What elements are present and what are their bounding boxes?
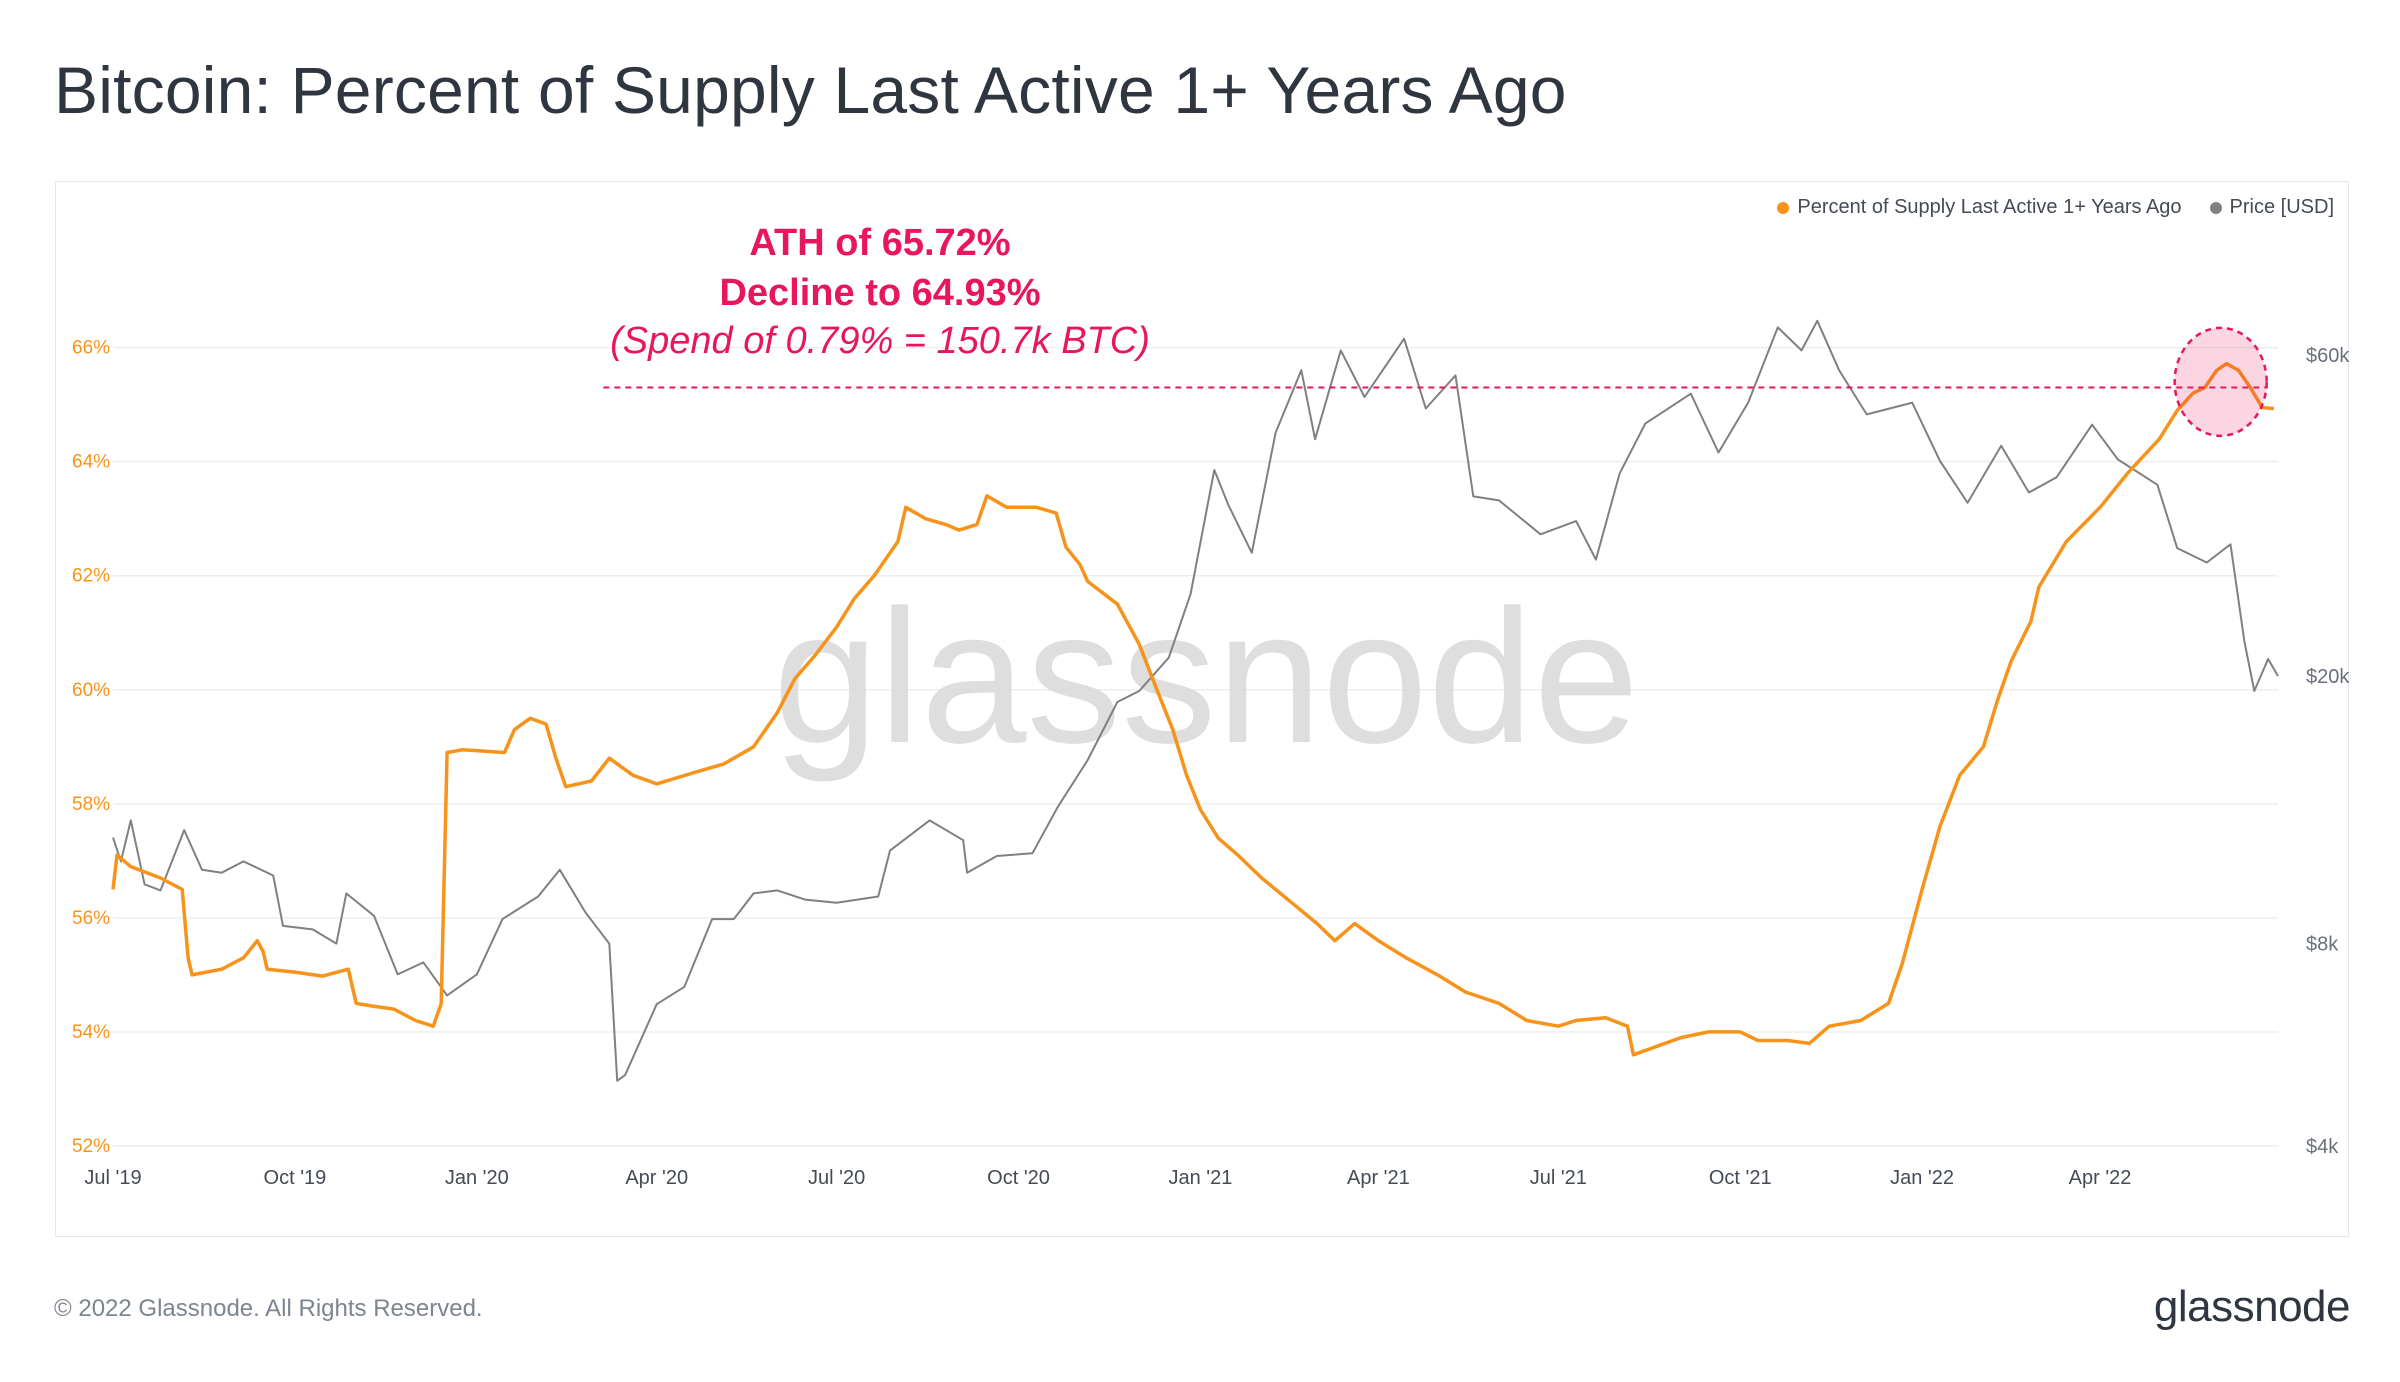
page-title: Bitcoin: Percent of Supply Last Active 1… <box>54 53 1567 127</box>
y-left-tick-label: 52% <box>72 1136 110 1157</box>
watermark: glassnode <box>773 571 1639 783</box>
y-left-tick-label: 62% <box>72 566 110 587</box>
glassnode-logo: glassnode <box>2153 1282 2351 1331</box>
legend-label-price: Price [USD] <box>2229 196 2334 218</box>
y-left-tick-label: 60% <box>72 680 110 701</box>
annotation-spend: (Spend of 0.79% = 150.7k BTC) <box>610 320 1150 362</box>
y-right-tick-label: $4k <box>2306 1136 2339 1158</box>
x-tick-label: Oct '19 <box>264 1167 327 1189</box>
annotation-decline: Decline to 64.93% <box>719 272 1041 314</box>
x-tick-label: Apr '22 <box>2069 1167 2132 1189</box>
chart-frame: 52% 54% 56% 58% 60% 62% 64% 66% $4k $8k $20k $60k Ju… <box>55 181 2350 1237</box>
legend-item-price[interactable]: Price [USD] <box>2209 196 2334 219</box>
x-tick-label: Jan '20 <box>445 1167 509 1189</box>
price-series-line <box>112 319 2279 1082</box>
y-right-tick-label: $8k <box>2306 934 2339 956</box>
legend-item-supply[interactable]: Percent of Supply Last Active 1+ Years A… <box>1777 196 2182 219</box>
x-tick-label: Apr '20 <box>625 1167 688 1189</box>
footer-copyright: © 2022 Glassnode. All Rights Reserved. <box>54 1295 483 1322</box>
x-tick-label: Apr '21 <box>1347 1167 1410 1189</box>
y-right-tick-label: $20k <box>2306 666 2350 688</box>
legend: Percent of Supply Last Active 1+ Years A… <box>1777 196 2334 219</box>
y-left-tick-label: 56% <box>72 908 110 929</box>
x-tick-label: Jan '22 <box>1890 1167 1954 1189</box>
y-left-tick-label: 66% <box>72 338 110 359</box>
x-tick-label: Oct '21 <box>1709 1167 1772 1189</box>
y-left-tick-label: 54% <box>72 1022 110 1043</box>
supply-series-line <box>111 361 2275 1057</box>
x-tick-label: Oct '20 <box>987 1167 1050 1189</box>
x-tick-label: Jul '21 <box>1530 1167 1587 1189</box>
chart-svg: 52% 54% 56% 58% 60% 62% 64% 66% $4k $8k $20k $60k Ju… <box>72 319 2350 1189</box>
legend-dot-price <box>2209 201 2222 214</box>
x-tick-label: Jul '19 <box>84 1167 141 1189</box>
annotation-ath: ATH of 65.72% <box>749 222 1011 264</box>
x-tick-label: Jul '20 <box>808 1167 865 1189</box>
y-right-tick-label: $60k <box>2306 345 2350 367</box>
legend-dot-supply <box>1777 201 1790 214</box>
highlight-circle <box>2173 326 2268 438</box>
y-left-tick-label: 58% <box>72 794 110 815</box>
legend-label-supply: Percent of Supply Last Active 1+ Years A… <box>1797 196 2182 218</box>
x-tick-label: Jan '21 <box>1169 1167 1233 1189</box>
y-left-tick-label: 64% <box>72 452 110 473</box>
